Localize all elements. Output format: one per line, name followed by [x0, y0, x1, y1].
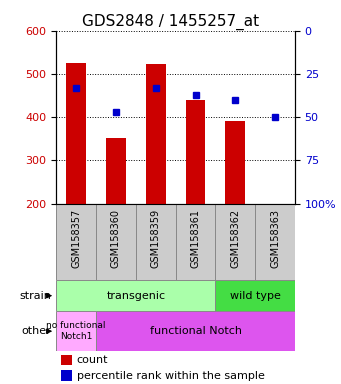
Text: count: count — [76, 355, 108, 365]
Bar — [106, 138, 126, 204]
Text: GSM158359: GSM158359 — [151, 209, 161, 268]
Bar — [136, 204, 176, 280]
Bar — [96, 204, 136, 280]
Bar — [61, 370, 72, 381]
Text: GSM158363: GSM158363 — [270, 209, 280, 268]
Bar — [96, 311, 295, 351]
Bar — [186, 100, 205, 204]
Text: strain: strain — [20, 291, 51, 301]
Text: functional Notch: functional Notch — [149, 326, 241, 336]
Bar — [216, 204, 255, 280]
Text: no functional
Notch1: no functional Notch1 — [46, 321, 106, 341]
Bar — [255, 204, 295, 280]
Text: GDS2848 / 1455257_at: GDS2848 / 1455257_at — [82, 13, 259, 30]
Bar — [216, 280, 295, 311]
Bar — [56, 280, 216, 311]
Text: transgenic: transgenic — [106, 291, 165, 301]
Text: other: other — [22, 326, 51, 336]
Text: GSM158362: GSM158362 — [230, 209, 240, 268]
Text: wild type: wild type — [230, 291, 281, 301]
Bar — [176, 204, 216, 280]
Bar — [66, 63, 86, 204]
Bar — [61, 355, 72, 365]
Bar — [56, 311, 96, 351]
Bar — [56, 204, 96, 280]
Text: GSM158361: GSM158361 — [191, 209, 201, 268]
Text: percentile rank within the sample: percentile rank within the sample — [76, 371, 264, 381]
Bar — [225, 121, 245, 204]
Text: GSM158360: GSM158360 — [111, 209, 121, 268]
Text: GSM158357: GSM158357 — [71, 209, 81, 268]
Bar — [146, 63, 166, 204]
